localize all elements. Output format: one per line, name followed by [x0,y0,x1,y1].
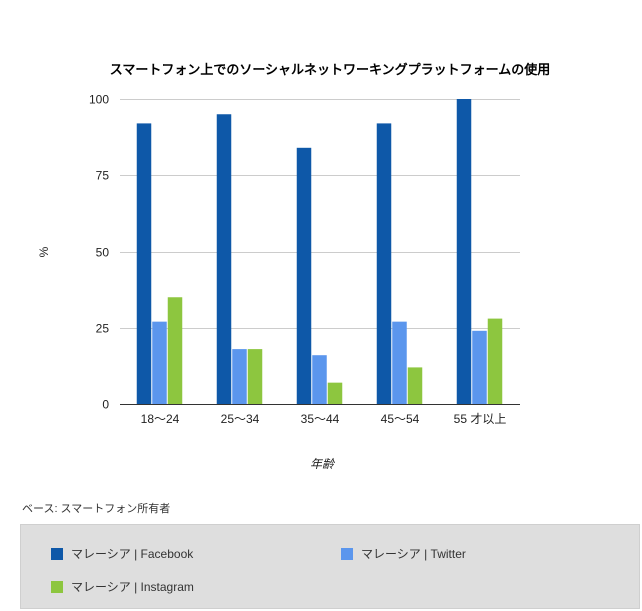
bar-facebook-4 [376,123,392,405]
legend-swatch-facebook [51,547,63,560]
bar-twitter-3 [312,355,327,404]
bars [136,99,503,405]
y-tick-label: 75 [96,169,110,183]
x-tick-label: 25～34 [221,412,260,426]
x-axis-label: 年齢 [310,457,336,471]
y-tick-label: 50 [96,246,110,260]
legend: マレーシア | Facebook マレーシア | Twitter マレーシア |… [20,524,640,609]
gridlines [120,99,520,329]
chart: スマートフォン上でのソーシャルネットワーキングプラットフォームの使用 0 25 50… [37,62,551,471]
bar-instagram-1 [167,297,183,404]
x-tick-label: 18～24 [141,412,180,426]
bar-twitter-2 [232,349,247,404]
bar-instagram-2 [247,349,263,404]
x-axis-ticks: 18～24 25～34 35～44 45～54 55 才以上 [141,412,507,426]
bar-instagram-5 [487,318,503,404]
legend-label-instagram: マレーシア | Instagram [71,580,194,594]
bar-facebook-3 [296,147,312,405]
bar-instagram-3 [327,382,343,404]
bar-facebook-1 [136,123,152,405]
bar-twitter-4 [392,321,407,404]
bar-facebook-5 [456,99,472,404]
y-axis-label: % [37,246,51,257]
legend-label-twitter: マレーシア | Twitter [361,547,466,561]
chart-title: スマートフォン上でのソーシャルネットワーキングプラットフォームの使用 [110,62,551,77]
legend-item-twitter: マレーシア | Twitter [341,545,466,562]
x-tick-label: 55 才以上 [454,412,507,426]
y-tick-label: 25 [96,322,110,336]
bar-twitter-5 [472,330,487,404]
bar-facebook-2 [216,114,232,404]
y-tick-label: 100 [89,93,109,107]
base-note: ベース: スマートフォン所有者 [22,503,171,515]
y-tick-label: 0 [102,398,109,412]
x-tick-label: 45～54 [381,412,420,426]
bar-instagram-4 [407,367,423,404]
x-tick-label: 35～44 [301,412,340,426]
legend-swatch-instagram [51,580,63,593]
bar-twitter-1 [152,321,167,404]
legend-item-facebook: マレーシア | Facebook [51,545,193,562]
y-axis-ticks: 0 25 50 75 100 [89,93,109,412]
legend-item-instagram: マレーシア | Instagram [51,578,194,595]
legend-label-facebook: マレーシア | Facebook [71,547,194,561]
legend-swatch-twitter [341,547,353,560]
